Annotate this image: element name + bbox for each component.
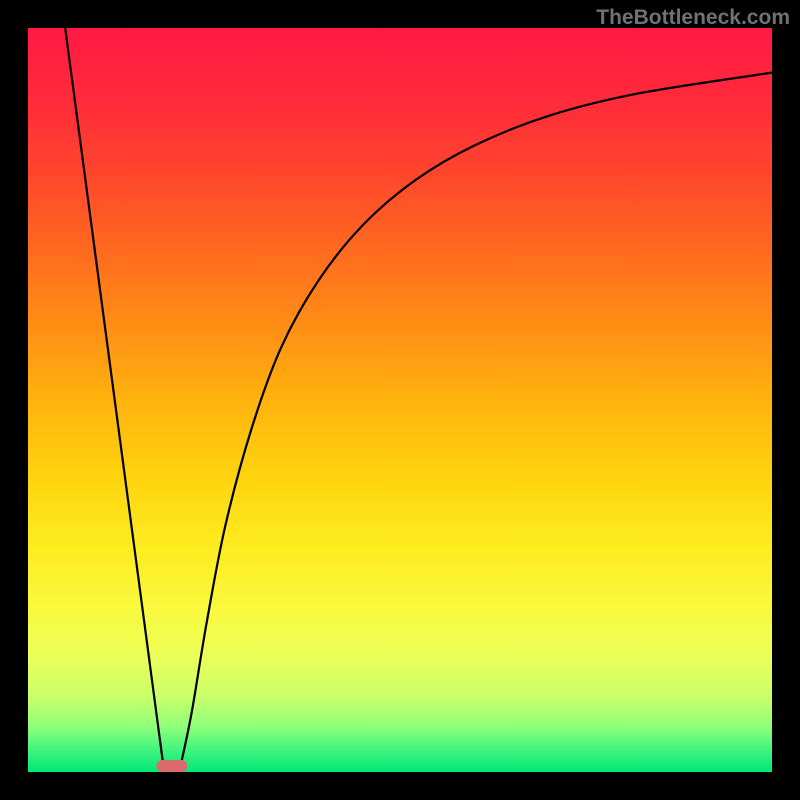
bottleneck-curve bbox=[28, 28, 772, 772]
optimal-point-marker bbox=[156, 760, 187, 772]
watermark-text: TheBottleneck.com bbox=[596, 6, 790, 30]
plot-area bbox=[28, 28, 772, 772]
chart-frame: TheBottleneck.com bbox=[0, 0, 800, 800]
